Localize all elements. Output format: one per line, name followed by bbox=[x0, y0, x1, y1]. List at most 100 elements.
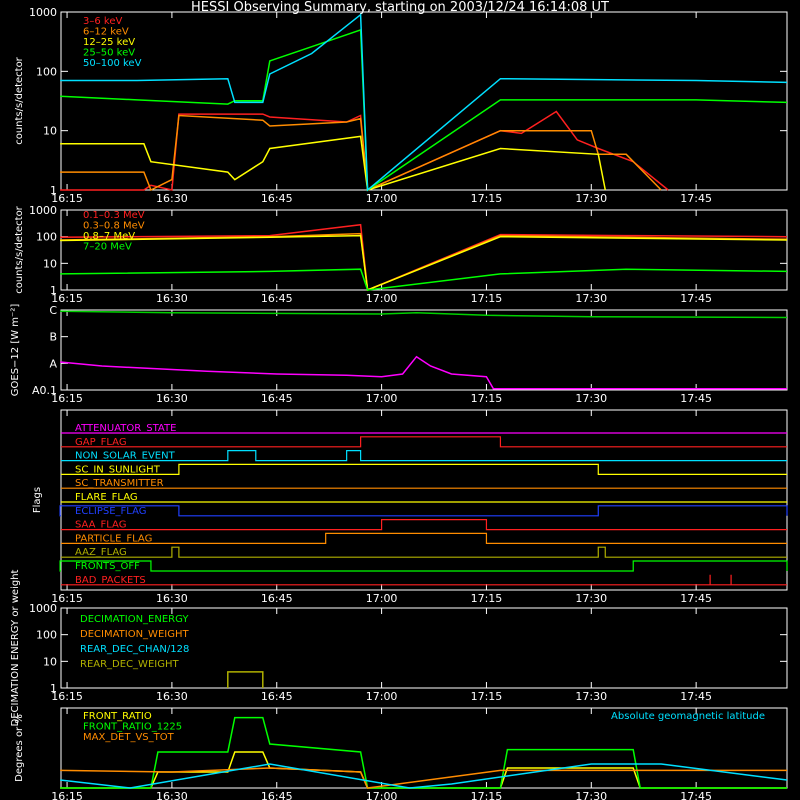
y-axis-label: DECIMATION ENERGY or weight bbox=[10, 569, 21, 726]
series-line bbox=[60, 767, 787, 789]
legend-entry: REAR_DEC_WEIGHT bbox=[80, 659, 179, 670]
flag-line bbox=[61, 532, 787, 544]
y-tick-label: 100 bbox=[36, 65, 57, 78]
flag-line bbox=[61, 519, 787, 531]
panel-frame bbox=[60, 11, 788, 191]
flag-line bbox=[61, 574, 787, 586]
x-tick-label: 17:45 bbox=[680, 192, 712, 205]
x-tick-label: 16:15 bbox=[51, 592, 83, 605]
y-axis-label: counts/s/detector bbox=[14, 205, 25, 293]
x-tick-label: 17:00 bbox=[366, 690, 398, 703]
annotation: Absolute geomagnetic latitude bbox=[611, 711, 765, 722]
legend-entry: MAX_DET_VS_TOT bbox=[83, 732, 175, 743]
panel-frame bbox=[60, 209, 788, 291]
x-tick-label: 17:45 bbox=[680, 292, 712, 305]
legend-entry: 6–12 keV bbox=[83, 27, 129, 38]
series-line bbox=[60, 28, 788, 192]
x-tick-label: 16:30 bbox=[156, 690, 188, 703]
x-tick-label: 16:30 bbox=[156, 292, 188, 305]
legend-entry: 3–6 keV bbox=[83, 16, 122, 27]
legend-entry: 7–20 MeV bbox=[83, 242, 132, 253]
flag-label: FRONTS_OFF bbox=[75, 561, 140, 572]
flag-label: PARTICLE_FLAG bbox=[75, 533, 152, 544]
series-line bbox=[60, 763, 788, 789]
series-line bbox=[60, 13, 788, 192]
legend-entry: 0.1–0.3 MeV bbox=[83, 210, 145, 221]
x-tick-label: 16:15 bbox=[51, 192, 83, 205]
series-line bbox=[60, 110, 669, 192]
x-tick-label: 17:30 bbox=[575, 690, 607, 703]
y-tick-label: 100 bbox=[36, 231, 57, 244]
legend-entry: DECIMATION_ENERGY bbox=[80, 614, 189, 625]
flag-line bbox=[61, 463, 787, 475]
y-tick-label: 1000 bbox=[29, 6, 57, 19]
x-tick-label: 17:15 bbox=[471, 592, 503, 605]
x-tick-label: 16:45 bbox=[261, 690, 293, 703]
x-tick-label: 17:30 bbox=[575, 392, 607, 405]
x-tick-label: 17:00 bbox=[366, 790, 398, 800]
flag-line bbox=[59, 560, 788, 572]
legend-entry: 12–25 keV bbox=[83, 37, 135, 48]
series-line bbox=[60, 223, 788, 292]
x-tick-label: 16:45 bbox=[261, 790, 293, 800]
x-tick-label: 17:00 bbox=[366, 292, 398, 305]
y-tick-label: 1 bbox=[50, 184, 57, 197]
x-tick-label: 17:15 bbox=[471, 192, 503, 205]
series-line bbox=[60, 355, 787, 390]
flag-line bbox=[61, 546, 787, 558]
flag-label: BAD_PACKETS bbox=[75, 575, 146, 586]
x-tick-label: 17:30 bbox=[575, 292, 607, 305]
flag-label: AAZ_FLAG bbox=[75, 547, 127, 558]
x-tick-label: 16:15 bbox=[51, 690, 83, 703]
legend-entry: 50–100 keV bbox=[83, 58, 142, 69]
x-tick-label: 17:45 bbox=[680, 790, 712, 800]
x-tick-label: 17:00 bbox=[366, 392, 398, 405]
flag-label: SC_IN_SUNLIGHT bbox=[75, 464, 161, 475]
y-tick-label: A bbox=[49, 357, 57, 370]
panel-frame bbox=[60, 309, 788, 391]
y-tick-label: 1000 bbox=[29, 602, 57, 615]
x-tick-label: 16:15 bbox=[51, 392, 83, 405]
legend-entry: FRONT_RATIO_1225 bbox=[83, 722, 182, 733]
flag-label: SC_TRANSMITTER bbox=[75, 478, 164, 489]
series-line bbox=[227, 671, 264, 688]
legend-entry: 0.8–7 MeV bbox=[83, 231, 135, 242]
y-axis-label: counts/s/detector bbox=[14, 56, 25, 144]
y-axis-label: Degrees or % bbox=[14, 714, 25, 782]
series-line bbox=[60, 232, 788, 292]
x-tick-label: 17:15 bbox=[471, 392, 503, 405]
x-tick-label: 16:45 bbox=[261, 392, 293, 405]
x-tick-label: 17:45 bbox=[680, 690, 712, 703]
x-tick-label: 17:00 bbox=[366, 192, 398, 205]
legend-entry: DECIMATION_WEIGHT bbox=[80, 629, 189, 640]
flag-line bbox=[59, 505, 788, 517]
y-tick-label: 1 bbox=[50, 284, 57, 297]
flag-label: FLARE_FLAG bbox=[75, 492, 138, 503]
y-tick-label: 10 bbox=[43, 257, 57, 270]
series-line bbox=[60, 268, 788, 291]
x-tick-label: 17:30 bbox=[575, 592, 607, 605]
legend-entry: 0.3–0.8 MeV bbox=[83, 221, 145, 232]
panel-frame bbox=[60, 409, 788, 591]
legend-entry: FRONT_RATIO bbox=[83, 711, 152, 722]
y-tick-label: 10 bbox=[43, 125, 57, 138]
series-line bbox=[60, 716, 787, 789]
y-tick-label: 1 bbox=[50, 682, 57, 695]
flag-label: NON_SOLAR_EVENT bbox=[75, 451, 176, 462]
series-line bbox=[60, 310, 788, 319]
y-tick-label: C bbox=[49, 304, 57, 317]
x-tick-label: 16:45 bbox=[261, 292, 293, 305]
x-tick-label: 16:30 bbox=[156, 790, 188, 800]
flag-line bbox=[61, 450, 787, 462]
series-line bbox=[60, 234, 788, 292]
x-tick-label: 17:15 bbox=[471, 790, 503, 800]
y-tick-label: 1000 bbox=[29, 204, 57, 217]
series-line bbox=[60, 114, 662, 192]
panel-frame bbox=[60, 607, 788, 689]
x-tick-label: 16:30 bbox=[156, 192, 188, 205]
flag-label: SAA_FLAG bbox=[75, 520, 126, 531]
flag-label: ATTENUATOR_STATE bbox=[75, 423, 176, 434]
x-tick-label: 17:15 bbox=[471, 292, 503, 305]
x-tick-label: 17:30 bbox=[575, 192, 607, 205]
